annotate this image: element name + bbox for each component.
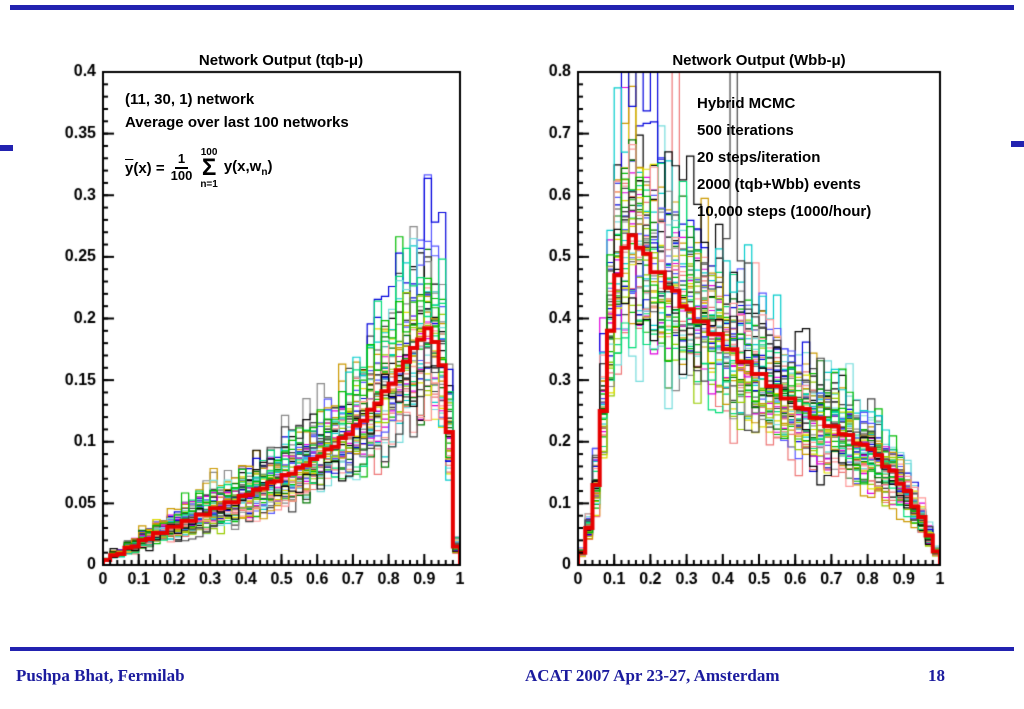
chart-title-wbb: Network Output (Wbb-μ)	[672, 52, 846, 69]
bottom-rule	[10, 647, 1014, 651]
annotation-line: 2000 (tqb+Wbb) events	[697, 176, 861, 193]
annotation-line: (11, 30, 1) network	[125, 91, 255, 108]
annotation-line: 20 steps/iteration	[697, 149, 821, 166]
chart-tqb-output: Network Output (tqb-μ) (11, 30, 1) netwo…	[45, 48, 525, 608]
formula-fraction: 1 100	[170, 151, 193, 184]
page-number: 18	[928, 666, 945, 685]
chart-title-tqb: Network Output (tqb-μ)	[198, 52, 364, 69]
chart-wbb-output: Network Output (Wbb-μ) Hybrid MCMC 500 i…	[520, 48, 1000, 608]
annotation-block-tqb: (11, 30, 1) network Average over last 10…	[125, 88, 349, 134]
histogram-canvas-tqb	[45, 48, 475, 593]
footer-author: Pushpa Bhat, Fermilab	[16, 666, 185, 685]
annotation-line: 500 iterations	[697, 122, 794, 139]
left-edge-marker	[0, 145, 13, 151]
formula-sum: 100 Σ n=1	[200, 147, 218, 190]
annotation-block-wbb: Hybrid MCMC 500 iterations 20 steps/iter…	[697, 90, 871, 225]
formula-ybar: y	[125, 159, 134, 177]
right-edge-marker	[1011, 141, 1024, 147]
formula-term: y(x,wn)	[223, 158, 273, 179]
top-rule	[10, 5, 1014, 10]
annotation-line: Hybrid MCMC	[697, 95, 796, 112]
formula-lhs: (x) =	[133, 159, 165, 177]
histogram-canvas-wbb	[520, 48, 955, 593]
annotation-line: 10,000 steps (1000/hour)	[697, 203, 872, 220]
average-formula: y(x) = 1 100 100 Σ n=1 y(x,wn)	[125, 147, 273, 190]
annotation-line: Average over last 100 networks	[125, 114, 349, 131]
sigma-symbol: Σ	[201, 154, 217, 181]
footer-conference: ACAT 2007 Apr 23-27, Amsterdam	[525, 666, 780, 685]
